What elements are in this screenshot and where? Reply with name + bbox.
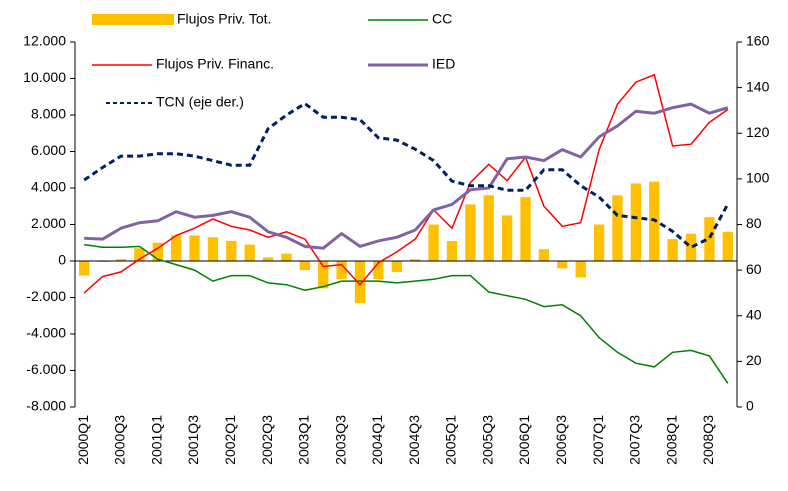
- bar: [520, 197, 531, 261]
- bar: [446, 240, 458, 261]
- y-tick-label: 12.000: [23, 33, 66, 49]
- bar: [354, 261, 366, 303]
- x-tick-label: 2007Q1: [590, 415, 606, 465]
- bar: [299, 261, 311, 271]
- bar: [207, 237, 219, 261]
- bar: [428, 224, 439, 261]
- bar: [557, 261, 568, 269]
- bar: [244, 244, 255, 261]
- x-tick-label: 2008Q3: [700, 415, 716, 465]
- bar: [318, 261, 329, 289]
- bar: [79, 261, 90, 276]
- bar: [410, 259, 421, 261]
- bar: [152, 242, 163, 261]
- y-tick-label: 0: [58, 252, 66, 268]
- y-tick-label: 8.000: [31, 106, 66, 122]
- x-tick-label: 2006Q1: [516, 415, 532, 465]
- x-tick-label: 2002Q3: [259, 415, 275, 465]
- bar: [170, 235, 182, 261]
- x-tick-label: 2008Q1: [663, 415, 679, 465]
- y2-tick-label: 40: [746, 306, 762, 322]
- x-tick-label: 2002Q1: [222, 415, 238, 465]
- y2-tick-label: 120: [746, 124, 770, 140]
- bar: [391, 261, 402, 272]
- legend-label: Flujos Priv. Tot.: [177, 11, 271, 27]
- bar: [336, 261, 347, 280]
- series-line: [83, 101, 730, 250]
- bar: [262, 257, 274, 261]
- x-tick-label: 2006Q3: [553, 415, 569, 465]
- y2-tick-label: 100: [746, 170, 770, 186]
- bar: [501, 215, 513, 261]
- x-tick-label: 2001Q1: [148, 415, 164, 465]
- bar: [538, 249, 550, 261]
- x-tick-label: 2004Q1: [369, 415, 385, 465]
- y-tick-label: 6.000: [31, 142, 66, 158]
- bar: [226, 240, 237, 261]
- legend-swatch: [92, 14, 174, 25]
- y-tick-label: -6.000: [26, 361, 66, 377]
- y2-tick-label: 80: [746, 215, 762, 231]
- bar: [667, 239, 678, 261]
- y-tick-label: -4.000: [26, 325, 66, 341]
- bar: [373, 261, 384, 280]
- legend-label: Flujos Priv. Financ.: [156, 56, 274, 72]
- y2-tick-label: 140: [746, 78, 770, 94]
- bar: [189, 235, 200, 261]
- x-tick-label: 2000Q1: [75, 415, 91, 465]
- x-tick-label: 2004Q3: [406, 415, 422, 465]
- legend-label: TCN (eje der.): [156, 94, 244, 110]
- bar: [630, 183, 642, 261]
- x-tick-label: 2001Q3: [185, 415, 201, 465]
- y2-tick-label: 20: [746, 352, 762, 368]
- y-tick-label: 4.000: [31, 179, 66, 195]
- series-line: [84, 102, 729, 250]
- bar: [465, 204, 476, 261]
- bar: [115, 259, 127, 261]
- bar: [612, 195, 623, 261]
- y2-tick-label: 160: [746, 33, 770, 49]
- bar: [685, 233, 697, 261]
- y-tick-label: 2.000: [31, 215, 66, 231]
- series-line: [83, 73, 729, 294]
- bar: [704, 217, 715, 261]
- x-tick-label: 2005Q3: [479, 415, 495, 465]
- bar: [575, 261, 586, 278]
- y-tick-label: 10.000: [23, 69, 66, 85]
- x-tick-label: 2000Q3: [112, 415, 128, 465]
- y2-tick-label: 0: [746, 398, 754, 414]
- legend-label: CC: [432, 11, 452, 27]
- x-tick-label: 2003Q1: [296, 415, 312, 465]
- bar: [722, 231, 733, 261]
- y-tick-label: -8.000: [26, 398, 66, 414]
- bar: [281, 253, 292, 261]
- y-tick-label: -2.000: [26, 288, 66, 304]
- bar: [134, 248, 145, 261]
- bar: [483, 195, 494, 261]
- x-tick-label: 2007Q3: [627, 415, 643, 465]
- series-line: [84, 243, 729, 384]
- y2-tick-label: 60: [746, 261, 762, 277]
- legend-label: IED: [432, 56, 455, 72]
- x-tick-label: 2005Q1: [443, 415, 459, 465]
- x-tick-label: 2003Q3: [332, 415, 348, 465]
- bar: [593, 224, 605, 261]
